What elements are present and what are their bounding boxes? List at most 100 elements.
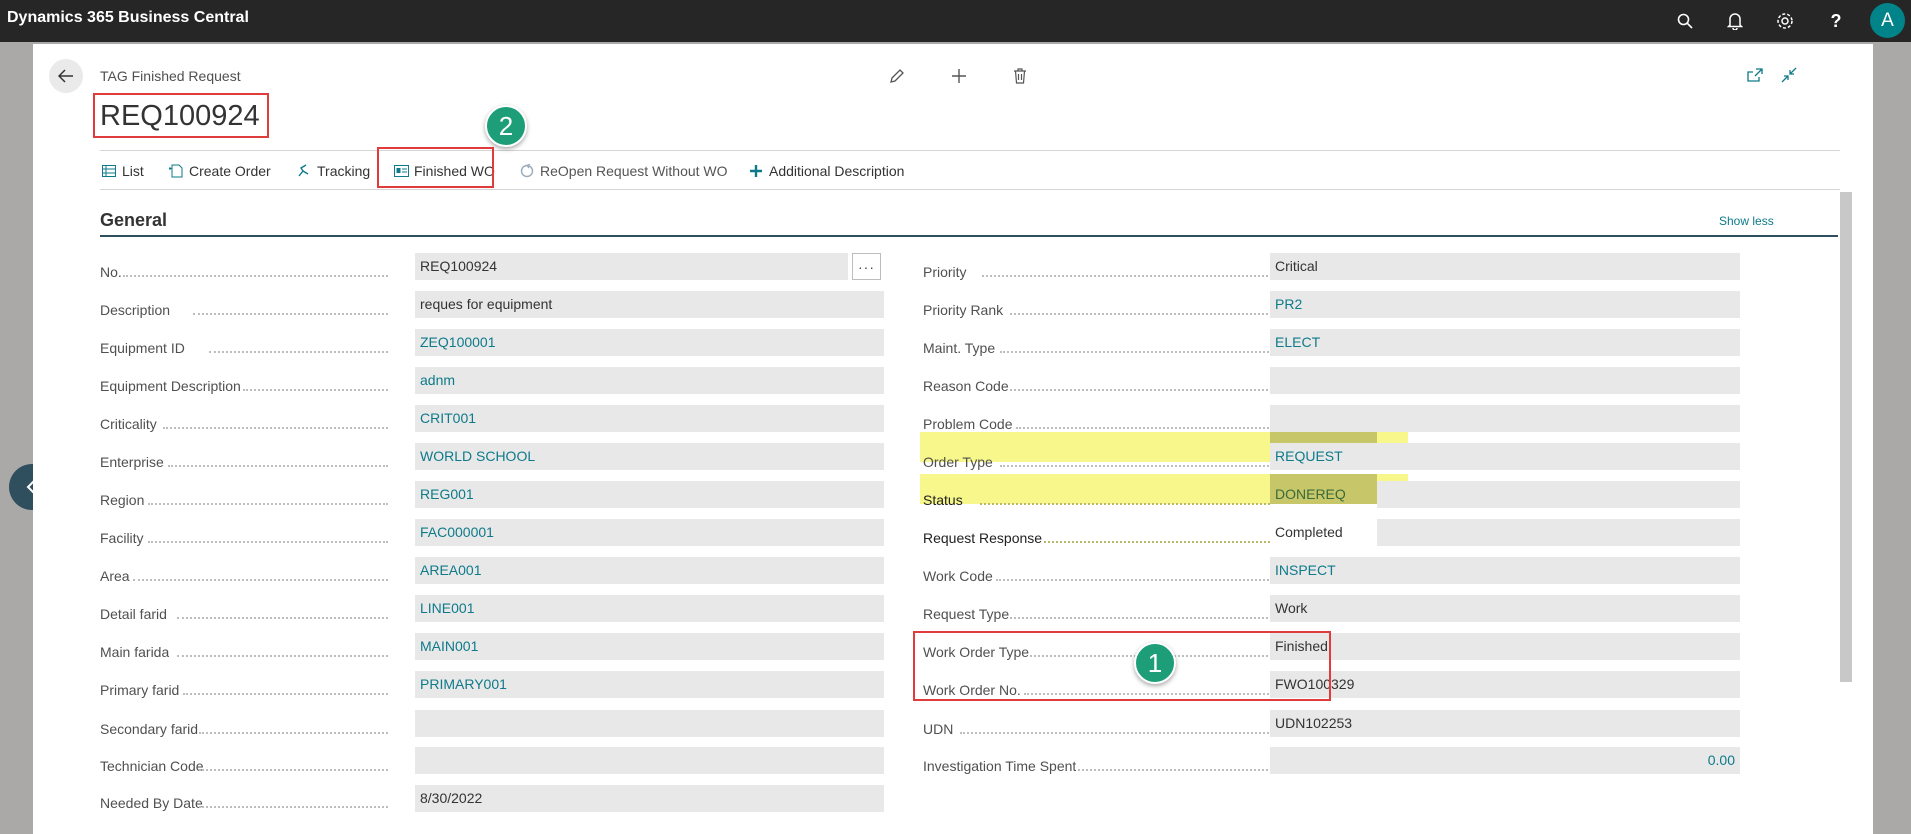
field-value-priority-rank[interactable]: PR2 — [1270, 291, 1740, 318]
field-value-request-response-bg — [1377, 519, 1740, 546]
field-label-problem-code: Problem Code — [923, 416, 1013, 432]
field-value-work-code[interactable]: INSPECT — [1270, 557, 1740, 584]
field-label-equipment-description: Equipment Description — [100, 378, 241, 394]
field-label-order-type: Order Type — [923, 454, 993, 470]
dots — [243, 389, 388, 391]
create-order-label: Create Order — [189, 163, 271, 179]
field-value-area[interactable]: AREA001 — [415, 557, 884, 584]
dots — [199, 732, 388, 734]
field-value-enterprise[interactable]: WORLD SCHOOL — [415, 443, 884, 470]
dots — [163, 427, 388, 429]
tracking-action[interactable]: Tracking — [296, 160, 370, 182]
field-value-main-farida[interactable]: MAIN001 — [415, 633, 884, 660]
plus-icon — [748, 163, 764, 179]
field-value-facility[interactable]: FAC000001 — [415, 519, 884, 546]
field-label-technician-code: Technician Code — [100, 758, 204, 774]
annotation-box-work-order — [913, 631, 1331, 701]
help-icon[interactable]: ? — [1830, 10, 1842, 31]
field-label-enterprise: Enterprise — [100, 454, 164, 470]
field-value-needed-by-date[interactable]: 8/30/2022 — [415, 785, 884, 812]
dots — [1000, 465, 1272, 467]
reopen-request-action[interactable]: ReOpen Request Without WO — [519, 160, 728, 182]
field-label-reason-code: Reason Code — [923, 378, 1009, 394]
dots — [1016, 427, 1272, 429]
field-value-order-type[interactable]: REQUEST — [1270, 443, 1740, 470]
field-value-detail-farid[interactable]: LINE001 — [415, 595, 884, 622]
field-value-region[interactable]: REG001 — [415, 481, 884, 508]
dots — [168, 465, 388, 467]
dots — [1000, 351, 1272, 353]
field-value-equipment-id[interactable]: ZEQ100001 — [415, 329, 884, 356]
field-value-problem-code[interactable] — [1270, 405, 1740, 432]
list-action[interactable]: List — [101, 160, 144, 182]
dots — [982, 275, 1272, 277]
additional-description-action[interactable]: Additional Description — [748, 160, 904, 182]
step-badge-2: 2 — [485, 105, 527, 147]
field-label-needed-by-date: Needed By Date — [100, 795, 203, 811]
dots — [1010, 313, 1272, 315]
delete-icon[interactable] — [1008, 64, 1032, 88]
field-value-request-type[interactable]: Work — [1270, 595, 1740, 622]
new-document-icon — [168, 163, 184, 179]
edit-icon[interactable] — [885, 64, 909, 88]
scrollbar-thumb[interactable] — [1840, 192, 1852, 682]
field-value-request-response[interactable]: Completed — [1275, 524, 1343, 540]
field-label-work-order-no: Work Order No. — [923, 682, 1021, 698]
create-order-action[interactable]: Create Order — [168, 160, 271, 182]
field-label-priority-rank: Priority Rank — [923, 302, 1004, 318]
dots — [193, 313, 388, 315]
page-caption: TAG Finished Request — [100, 68, 241, 84]
show-less-link[interactable]: Show less — [1719, 214, 1774, 228]
lookup-button[interactable]: ··· — [852, 253, 881, 280]
field-label-main-farida: Main farida — [100, 644, 170, 660]
field-value-status-bg — [1377, 481, 1740, 508]
finished-wo-action[interactable]: Finished WO — [393, 160, 495, 182]
field-value-investigation-time-spent[interactable]: 0.00 — [1270, 747, 1740, 774]
open-new-window-icon[interactable] — [1743, 63, 1767, 87]
additional-description-label: Additional Description — [769, 163, 905, 179]
field-value-no[interactable]: REQ100924 — [415, 253, 848, 280]
section-title: General — [100, 210, 168, 230]
field-value-equipment-description[interactable]: adnm — [415, 367, 884, 394]
reopen-label: ReOpen Request Without WO — [540, 163, 728, 179]
add-icon[interactable] — [947, 64, 971, 88]
dots — [980, 503, 1270, 505]
field-label-request-type: Request Type — [923, 606, 1010, 622]
field-value-reason-code[interactable] — [1270, 367, 1740, 394]
back-button[interactable] — [49, 59, 83, 93]
chevron-left-icon — [26, 479, 36, 495]
dots — [960, 732, 1272, 734]
avatar[interactable]: A — [1870, 3, 1905, 38]
search-icon[interactable] — [1673, 9, 1697, 33]
collapse-icon[interactable] — [1777, 63, 1801, 87]
field-value-primary-farid[interactable]: PRIMARY001 — [415, 671, 884, 698]
dots — [177, 655, 388, 657]
app-title: Dynamics 365 Business Central — [7, 9, 249, 26]
field-value-work-order-type[interactable]: Finished — [1270, 633, 1740, 660]
field-value-secondary-farid[interactable] — [415, 710, 884, 737]
field-value-work-order-no[interactable]: FWO100329 — [1270, 671, 1740, 698]
finished-wo-label: Finished WO — [414, 163, 495, 179]
section-divider — [100, 235, 1838, 237]
field-value-priority[interactable]: Critical — [1270, 253, 1740, 280]
field-label-facility: Facility — [100, 530, 144, 546]
field-value-description[interactable]: reques for equipment — [415, 291, 884, 318]
gear-icon[interactable] — [1773, 9, 1797, 33]
field-label-status: Status — [923, 492, 963, 508]
field-label-criticality: Criticality — [100, 416, 157, 432]
bell-icon[interactable] — [1723, 9, 1747, 33]
field-label-maint-type: Maint. Type — [923, 340, 996, 356]
dots — [148, 503, 388, 505]
field-label-area: Area — [100, 568, 130, 584]
field-value-technician-code[interactable] — [415, 747, 884, 774]
field-label-investigation-time-spent: Investigation Time Spent — [923, 758, 1077, 774]
card-icon — [393, 163, 409, 179]
field-value-udn[interactable]: UDN102253 — [1270, 710, 1740, 737]
dots — [1010, 389, 1272, 391]
page-title: REQ100924 — [100, 100, 260, 132]
dots — [183, 693, 388, 695]
field-value-status[interactable]: DONEREQ — [1275, 486, 1346, 502]
field-value-maint-type[interactable]: ELECT — [1270, 329, 1740, 356]
dots — [209, 351, 388, 353]
field-value-criticality[interactable]: CRIT001 — [415, 405, 884, 432]
